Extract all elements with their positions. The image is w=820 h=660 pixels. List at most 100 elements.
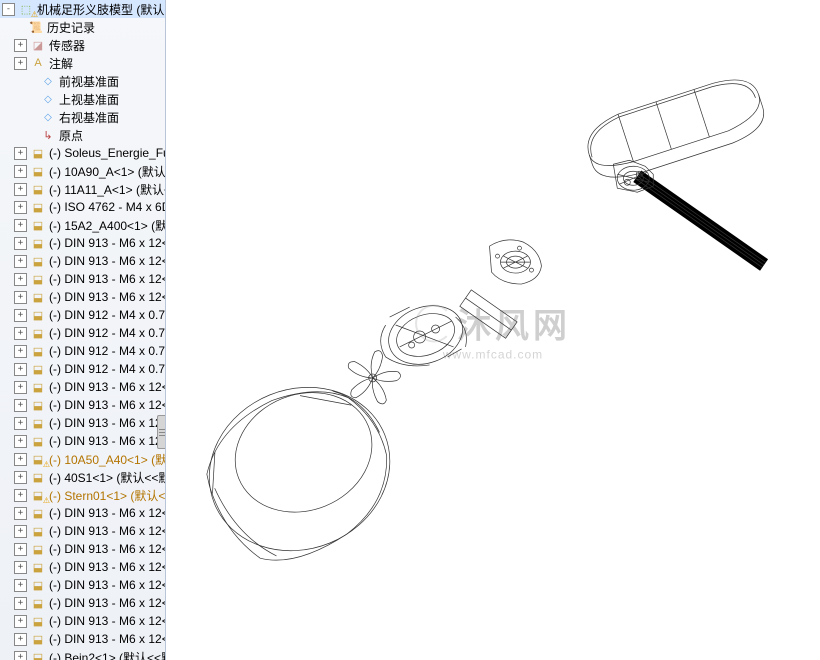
part-icon: ⬓	[29, 560, 47, 574]
part-label: (-) DIN 913 - M6 x 12<5:	[49, 380, 166, 394]
part-label: (-) Stern01<1> (默认<<	[49, 487, 166, 504]
tree-part[interactable]: +⬓(-) DIN 913 - M6 x 12<16	[0, 630, 165, 648]
tree-part[interactable]: +⬓(-) DIN 913 - M6 x 12<15	[0, 612, 165, 630]
part-label: (-) ISO 4762 - M4 x 6DIN	[49, 200, 166, 214]
expand-icon[interactable]: +	[14, 291, 27, 304]
tree-item[interactable]: ◇上视基准面	[0, 90, 165, 108]
expand-icon[interactable]: +	[14, 633, 27, 646]
tree-root[interactable]: - ⬚ 机械足形义肢模型 (默认<显	[0, 0, 165, 18]
tree-item[interactable]: +◪传感器	[0, 36, 165, 54]
tree-part[interactable]: +⬓(-) 40S1<1> (默认<<默认	[0, 468, 165, 486]
tree-item[interactable]: ◇前视基准面	[0, 72, 165, 90]
history-icon: 📜	[27, 20, 45, 34]
expand-icon[interactable]: +	[14, 543, 27, 556]
expand-icon[interactable]: +	[14, 237, 27, 250]
expand-icon[interactable]: +	[14, 651, 27, 660]
tree-part[interactable]: +⬓(-) ISO 4762 - M4 x 6DIN	[0, 198, 165, 216]
expand-icon[interactable]: +	[14, 507, 27, 520]
part-label: (-) 11A11_A<1> (默认<<显	[49, 181, 166, 198]
tree-part[interactable]: +⬓(-) DIN 912 - M4 x 0.7 x 1	[0, 306, 165, 324]
expand-icon[interactable]: +	[14, 489, 27, 502]
tree-part[interactable]: +⬓(-) DIN 913 - M6 x 12<12	[0, 558, 165, 576]
tree-part[interactable]: +⬓(-) DIN 913 - M6 x 12<9:	[0, 504, 165, 522]
tree-item[interactable]: +A注解	[0, 54, 165, 72]
plane-icon: ◇	[39, 74, 57, 88]
expand-icon[interactable]: +	[14, 525, 27, 538]
part-icon: ⬓	[29, 182, 47, 196]
tree-part[interactable]: +⬓(-) 11A11_A<1> (默认<<显	[0, 180, 165, 198]
expand-icon	[26, 130, 37, 141]
tree-part[interactable]: +⬓(-) DIN 913 - M6 x 12<8:	[0, 432, 165, 450]
expand-icon[interactable]: +	[14, 219, 27, 232]
tree-part[interactable]: +⬓(-) DIN 913 - M6 x 12<7:	[0, 414, 165, 432]
root-label: 机械足形义肢模型 (默认<显	[37, 1, 166, 18]
tree-part[interactable]: +⬓(-) DIN 912 - M4 x 0.7 x 1	[0, 324, 165, 342]
expand-icon[interactable]: +	[14, 471, 27, 484]
part-label: (-) 15A2_A400<1> (默认<	[49, 217, 166, 234]
expand-icon[interactable]: +	[14, 597, 27, 610]
tree-part[interactable]: +⬓(-) Bein2<1> (默认<<默认	[0, 648, 165, 660]
part-icon: ⬓	[29, 200, 47, 214]
feature-tree[interactable]: - ⬚ 机械足形义肢模型 (默认<显 📜历史记录+◪传感器+A注解◇前视基准面◇…	[0, 0, 166, 660]
expand-icon[interactable]: +	[14, 39, 27, 52]
expand-icon[interactable]: +	[14, 435, 27, 448]
expand-icon[interactable]: +	[14, 453, 27, 466]
expand-icon[interactable]: +	[14, 183, 27, 196]
part-icon: ⬓	[29, 380, 47, 394]
expand-icon[interactable]: -	[2, 3, 15, 16]
tree-part[interactable]: +⬓(-) DIN 913 - M6 x 12<10	[0, 522, 165, 540]
tree-part[interactable]: +⬓(-) 15A2_A400<1> (默认<	[0, 216, 165, 234]
part-icon: ⬓	[29, 290, 47, 304]
tree-part[interactable]: +⬓(-) DIN 913 - M6 x 12<2:	[0, 252, 165, 270]
part-label: (-) DIN 913 - M6 x 12<7:	[49, 416, 166, 430]
part-icon: ⬓	[29, 272, 47, 286]
part-icon: ⬓	[29, 506, 47, 520]
part-label: (-) DIN 912 - M4 x 0.7 x 1	[49, 308, 166, 322]
item-label: 前视基准面	[59, 73, 119, 90]
tree-part[interactable]: +⬓(-) DIN 913 - M6 x 12<5:	[0, 378, 165, 396]
expand-icon[interactable]: +	[14, 399, 27, 412]
tree-part[interactable]: +⬓(-) DIN 912 - M4 x 0.7 x 1	[0, 360, 165, 378]
expand-icon[interactable]: +	[14, 57, 27, 70]
tree-part[interactable]: +⬓(-) DIN 912 - M4 x 0.7 x 1	[0, 342, 165, 360]
expand-icon[interactable]: +	[14, 381, 27, 394]
tree-scroll-handle[interactable]	[157, 415, 166, 449]
tree-part[interactable]: +⬓(-) DIN 913 - M6 x 12<13	[0, 576, 165, 594]
expand-icon[interactable]: +	[14, 327, 27, 340]
tree-item[interactable]: 📜历史记录	[0, 18, 165, 36]
tree-part[interactable]: +⬓(-) DIN 913 - M6 x 12<11	[0, 540, 165, 558]
part-icon: ⬓	[29, 524, 47, 538]
expand-icon[interactable]: +	[14, 345, 27, 358]
tree-part[interactable]: +⬓(-) Soleus_Energie_Fuss_9	[0, 144, 165, 162]
expand-icon[interactable]: +	[14, 615, 27, 628]
expand-icon[interactable]: +	[14, 165, 27, 178]
expand-icon[interactable]: +	[14, 309, 27, 322]
expand-icon[interactable]: +	[14, 147, 27, 160]
expand-icon[interactable]: +	[14, 201, 27, 214]
graphics-viewport[interactable]: 沐风网 www.mfcad.com	[166, 0, 820, 660]
note-icon: A	[29, 56, 47, 70]
tree-part[interactable]: +⬓(-) DIN 913 - M6 x 12<6:	[0, 396, 165, 414]
part-label: (-) DIN 913 - M6 x 12<9:	[49, 506, 166, 520]
expand-icon[interactable]: +	[14, 561, 27, 574]
expand-icon[interactable]: +	[14, 363, 27, 376]
tree-part[interactable]: +⬓(-) 10A50_A40<1> (默认	[0, 450, 165, 468]
part-label: (-) DIN 913 - M6 x 12<8:	[49, 434, 166, 448]
tree-part[interactable]: +⬓(-) Stern01<1> (默认<<	[0, 486, 165, 504]
part-label: (-) DIN 913 - M6 x 12<16	[49, 632, 166, 646]
expand-icon[interactable]: +	[14, 255, 27, 268]
tree-part[interactable]: +⬓(-) 10A90_A<1> (默认<<显	[0, 162, 165, 180]
expand-icon[interactable]: +	[14, 417, 27, 430]
tree-part[interactable]: +⬓(-) DIN 913 - M6 x 12<1:	[0, 234, 165, 252]
tree-part[interactable]: +⬓(-) DIN 913 - M6 x 12<4:	[0, 288, 165, 306]
part-icon: ⬓	[29, 578, 47, 592]
part-icon: ⬓	[29, 398, 47, 412]
sensor-icon: ◪	[29, 38, 47, 52]
tree-item[interactable]: ◇右视基准面	[0, 108, 165, 126]
tree-part[interactable]: +⬓(-) DIN 913 - M6 x 12<3:	[0, 270, 165, 288]
tree-item[interactable]: ↳原点	[0, 126, 165, 144]
expand-icon[interactable]: +	[14, 579, 27, 592]
expand-icon[interactable]: +	[14, 273, 27, 286]
expand-icon	[26, 112, 37, 123]
tree-part[interactable]: +⬓(-) DIN 913 - M6 x 12<14	[0, 594, 165, 612]
